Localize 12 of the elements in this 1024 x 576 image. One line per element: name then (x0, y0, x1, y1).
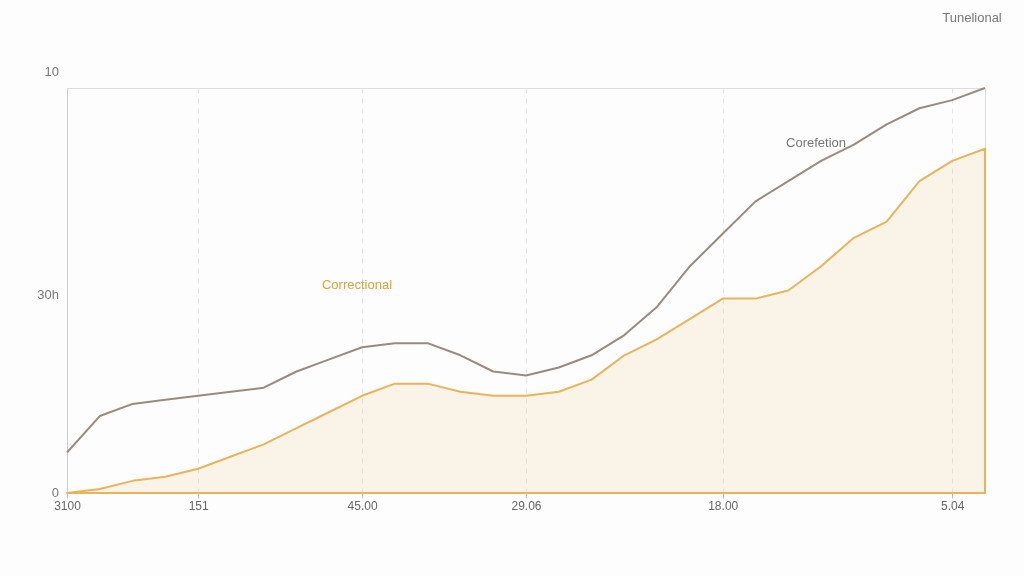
text: 0 (51, 485, 59, 500)
annotation: Corefetion (786, 135, 846, 150)
x-tick-label: 5.04 (941, 498, 965, 513)
annotation: Correctional (321, 277, 393, 292)
text: Tunelional (942, 10, 1002, 25)
x-tick-label: 18.00 (708, 498, 739, 513)
x-tick-label: 151 (188, 498, 209, 513)
text: 30h (37, 287, 59, 302)
x-tick-label: 3100 (54, 498, 82, 513)
text: 10 (44, 64, 59, 79)
x-tick-label: 29.06 (511, 498, 542, 513)
x-tick-label: 45.00 (347, 498, 378, 513)
